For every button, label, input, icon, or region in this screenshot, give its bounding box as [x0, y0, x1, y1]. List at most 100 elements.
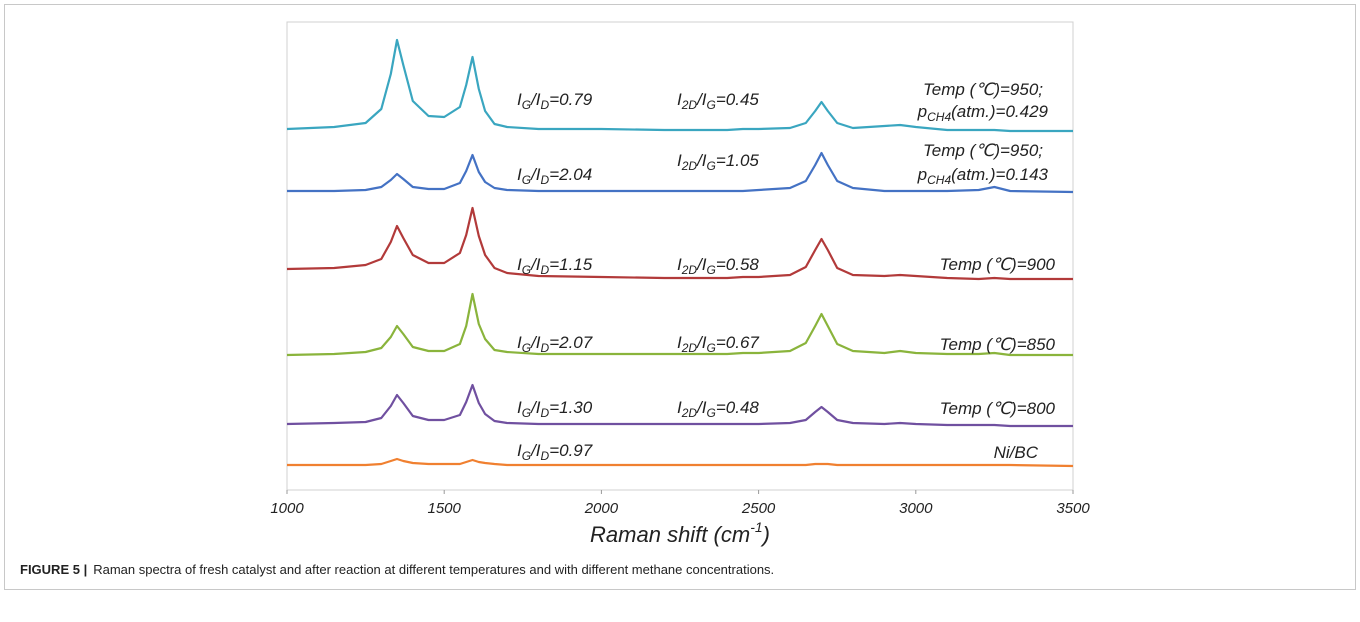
annotation: IG/ID=0.79	[517, 90, 593, 112]
annotation: I2D/IG=0.45	[677, 90, 759, 112]
x-axis-title-part: -1	[750, 519, 762, 535]
annotation-part: /I	[696, 333, 707, 352]
annotation-part: G	[707, 98, 716, 112]
spectrum-line	[286, 292, 1073, 357]
annotation-part: =0.67	[716, 333, 760, 352]
annotation-part: I	[677, 255, 682, 274]
spectrum-line	[286, 206, 1073, 281]
annotation-part: Temp (℃)=800	[940, 399, 1056, 418]
annotation-part: G	[522, 98, 531, 112]
x-tick-label: 1500	[428, 500, 462, 517]
annotation: pCH4(atm.)=0.143	[917, 165, 1049, 187]
annotation-part: Temp (℃)=900	[940, 255, 1056, 274]
annotation-part: 2D	[681, 341, 698, 355]
x-tick-label: 3000	[899, 500, 933, 517]
annotation-part: =0.58	[716, 255, 760, 274]
annotation-part: I	[517, 398, 522, 417]
annotation: IG/ID=2.07	[517, 333, 593, 355]
figure-frame	[4, 4, 1356, 590]
annotation-part: (atm.)=0.429	[951, 102, 1048, 121]
annotation: IG/ID=1.30	[517, 398, 593, 420]
annotation-part: =0.97	[549, 441, 593, 460]
x-axis-title: Raman shift (cm-1)	[590, 519, 770, 547]
annotation-part: G	[707, 341, 716, 355]
annotation-part: G	[707, 159, 716, 173]
annotation-part: I	[677, 333, 682, 352]
annotation-part: Temp (℃)=950;	[923, 80, 1043, 99]
annotation-part: =0.48	[716, 398, 760, 417]
x-tick-label: 1000	[270, 500, 304, 517]
annotation: pCH4(atm.)=0.429	[917, 102, 1049, 124]
caption-label: FIGURE 5 |	[20, 562, 87, 577]
spectrum-line	[286, 383, 1073, 428]
annotation: IG/ID=1.15	[517, 255, 593, 277]
annotation-part: /I	[530, 441, 541, 460]
annotation-part: Ni/BC	[994, 443, 1039, 462]
annotation-part: =1.15	[549, 255, 593, 274]
annotation: Temp (℃)=800	[940, 399, 1056, 418]
annotation: IG/ID=0.97	[517, 441, 593, 463]
annotation-part: /I	[530, 333, 541, 352]
annotation: I2D/IG=0.48	[677, 398, 759, 420]
annotation-part: /I	[696, 398, 707, 417]
annotation-part: D	[541, 173, 550, 187]
annotation-part: =2.04	[549, 165, 592, 184]
annotation: Ni/BC	[994, 443, 1039, 462]
annotation-part: I	[517, 165, 522, 184]
annotation: Temp (℃)=950;	[923, 80, 1043, 99]
annotation-part: p	[917, 102, 927, 121]
annotation-part: Temp (℃)=850	[940, 335, 1056, 354]
annotation-part: 2D	[681, 98, 698, 112]
annotation-part: /I	[696, 255, 707, 274]
annotation-part: /I	[530, 165, 541, 184]
annotation-part: 2D	[681, 159, 698, 173]
annotation: Temp (℃)=900	[940, 255, 1056, 274]
annotation: I2D/IG=0.67	[677, 333, 759, 355]
annotation-part: I	[677, 151, 682, 170]
annotation-part: I	[517, 333, 522, 352]
plot-frame	[286, 21, 1074, 491]
x-tick-label: 3500	[1056, 500, 1090, 517]
caption: FIGURE 5 | Raman spectra of fresh catalys…	[20, 562, 774, 577]
annotation-part: G	[707, 406, 716, 420]
annotation-part: D	[541, 406, 550, 420]
annotation-part: G	[522, 406, 531, 420]
annotation-part: D	[541, 449, 550, 463]
annotation-part: /I	[696, 90, 707, 109]
annotation-part: CH4	[927, 173, 951, 187]
annotation-part: =1.30	[549, 398, 593, 417]
annotation-part: I	[677, 398, 682, 417]
annotation-part: D	[541, 263, 550, 277]
annotation-part: I	[517, 90, 522, 109]
annotation-part: /I	[530, 90, 541, 109]
annotation: Temp (℃)=950;	[923, 141, 1043, 160]
spectrum-line	[286, 38, 1073, 133]
annotation-part: Temp (℃)=950;	[923, 141, 1043, 160]
annotation-part: (atm.)=0.143	[951, 165, 1048, 184]
annotation: I2D/IG=1.05	[677, 151, 759, 173]
annotation-part: I	[517, 255, 522, 274]
annotation-part: p	[917, 165, 927, 184]
annotation: I2D/IG=0.58	[677, 255, 759, 277]
annotation: IG/ID=2.04	[517, 165, 592, 187]
annotation-part: G	[707, 263, 716, 277]
annotation-part: =2.07	[549, 333, 593, 352]
annotation-part: =0.79	[549, 90, 593, 109]
annotation-part: 2D	[681, 406, 698, 420]
annotation-part: =1.05	[716, 151, 760, 170]
annotation-part: G	[522, 173, 531, 187]
x-axis-title-part: Raman shift (cm	[590, 522, 750, 547]
annotation-part: =0.45	[716, 90, 760, 109]
spectrum-line	[287, 457, 1074, 468]
x-axis-title-part: )	[760, 522, 770, 547]
annotation-part: /I	[530, 398, 541, 417]
annotation-part: 2D	[681, 263, 698, 277]
x-tick-label: 2500	[741, 500, 776, 517]
annotation-part: D	[541, 341, 550, 355]
spectrum-line	[287, 151, 1074, 194]
annotation-part: G	[522, 341, 531, 355]
caption-text: Raman spectra of fresh catalyst and afte…	[93, 562, 774, 577]
annotation-part: D	[541, 98, 550, 112]
annotation-part: CH4	[927, 110, 951, 124]
